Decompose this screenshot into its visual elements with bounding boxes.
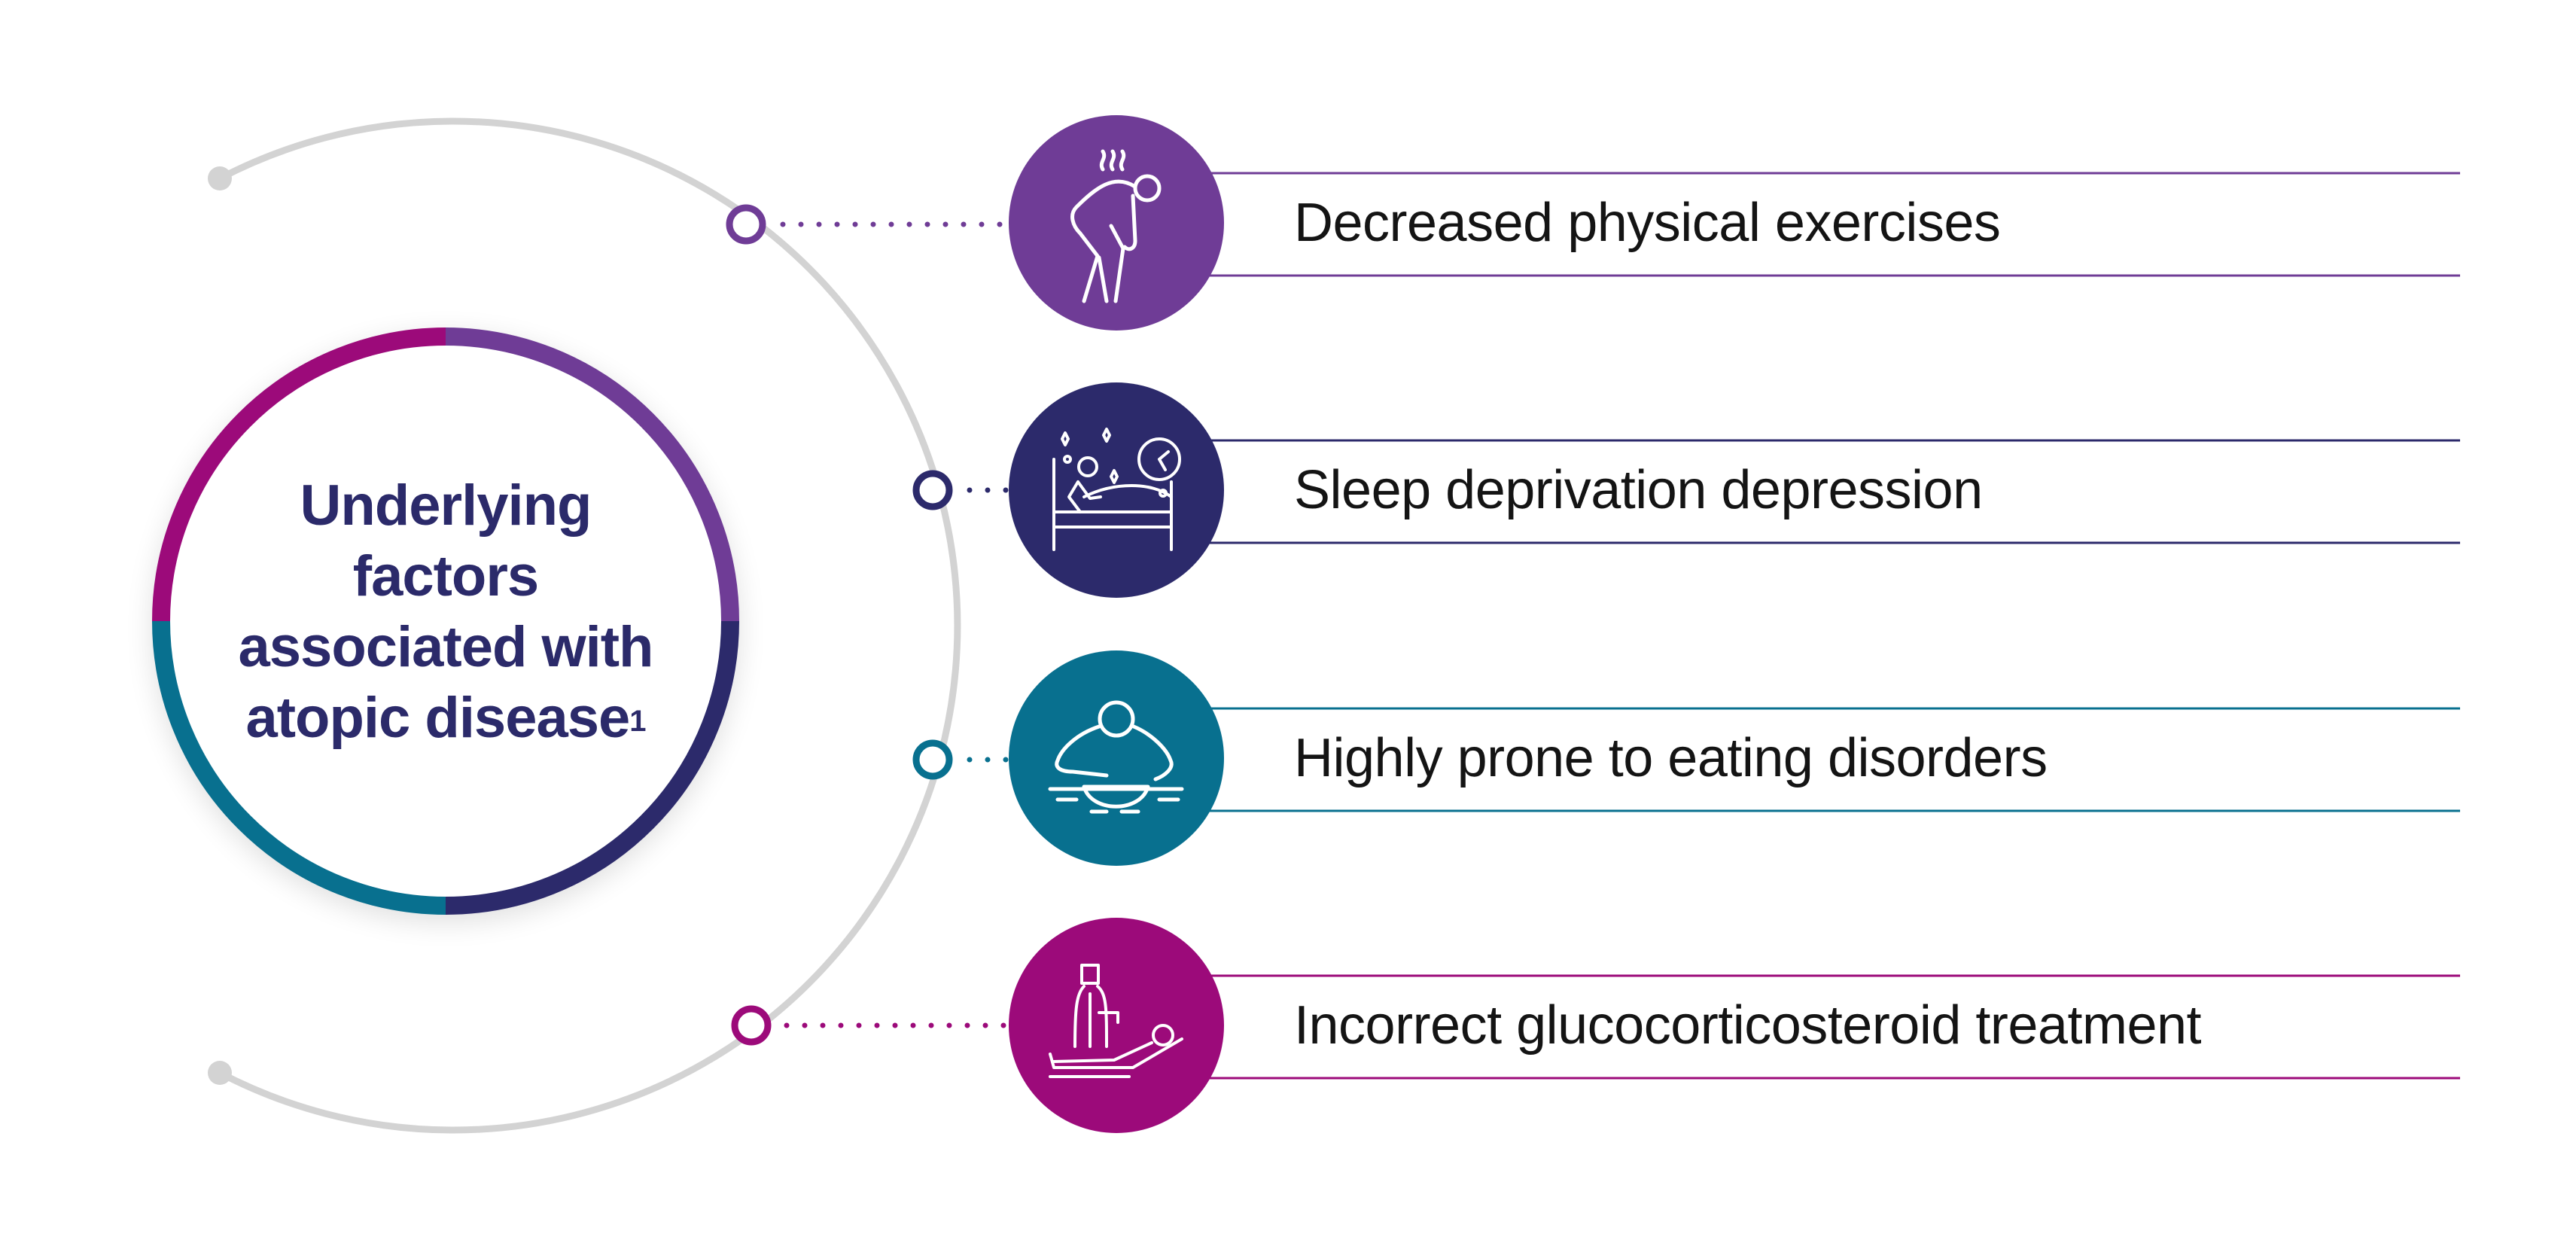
factor-label-1: Decreased physical exercises xyxy=(1294,193,2001,253)
factor-connector-4 xyxy=(731,918,2460,1133)
doctor-patient-icon xyxy=(1049,964,1183,1078)
arc-end-dot-top xyxy=(208,166,232,190)
tired-person-icon xyxy=(1070,149,1162,303)
sleepless-bed-icon xyxy=(1052,428,1181,551)
center-ring xyxy=(152,327,739,915)
factor-label-3: Highly prone to eating disorders xyxy=(1294,728,2048,788)
factor-connector-3 xyxy=(912,650,2460,866)
connector-arc xyxy=(218,117,961,1134)
ring-segment-magenta xyxy=(152,327,446,622)
factor-label-2: Sleep deprivation depression xyxy=(1294,460,1983,520)
ring-segment-navy xyxy=(445,620,739,915)
center-title-text: Underlying factors associated with atopi… xyxy=(238,474,654,750)
footnote-reference: 1 xyxy=(629,705,646,738)
factor-connector-1 xyxy=(726,115,2460,331)
factor-label-4: Incorrect glucocorticosteroid treatment xyxy=(1294,995,2202,1056)
center-title: Underlying factors associated with atopi… xyxy=(220,471,671,754)
ring-segment-purple xyxy=(445,327,739,622)
arc-end-dot-bottom xyxy=(208,1061,232,1085)
person-eating-icon xyxy=(1048,700,1184,814)
ring-segment-teal xyxy=(152,620,446,915)
